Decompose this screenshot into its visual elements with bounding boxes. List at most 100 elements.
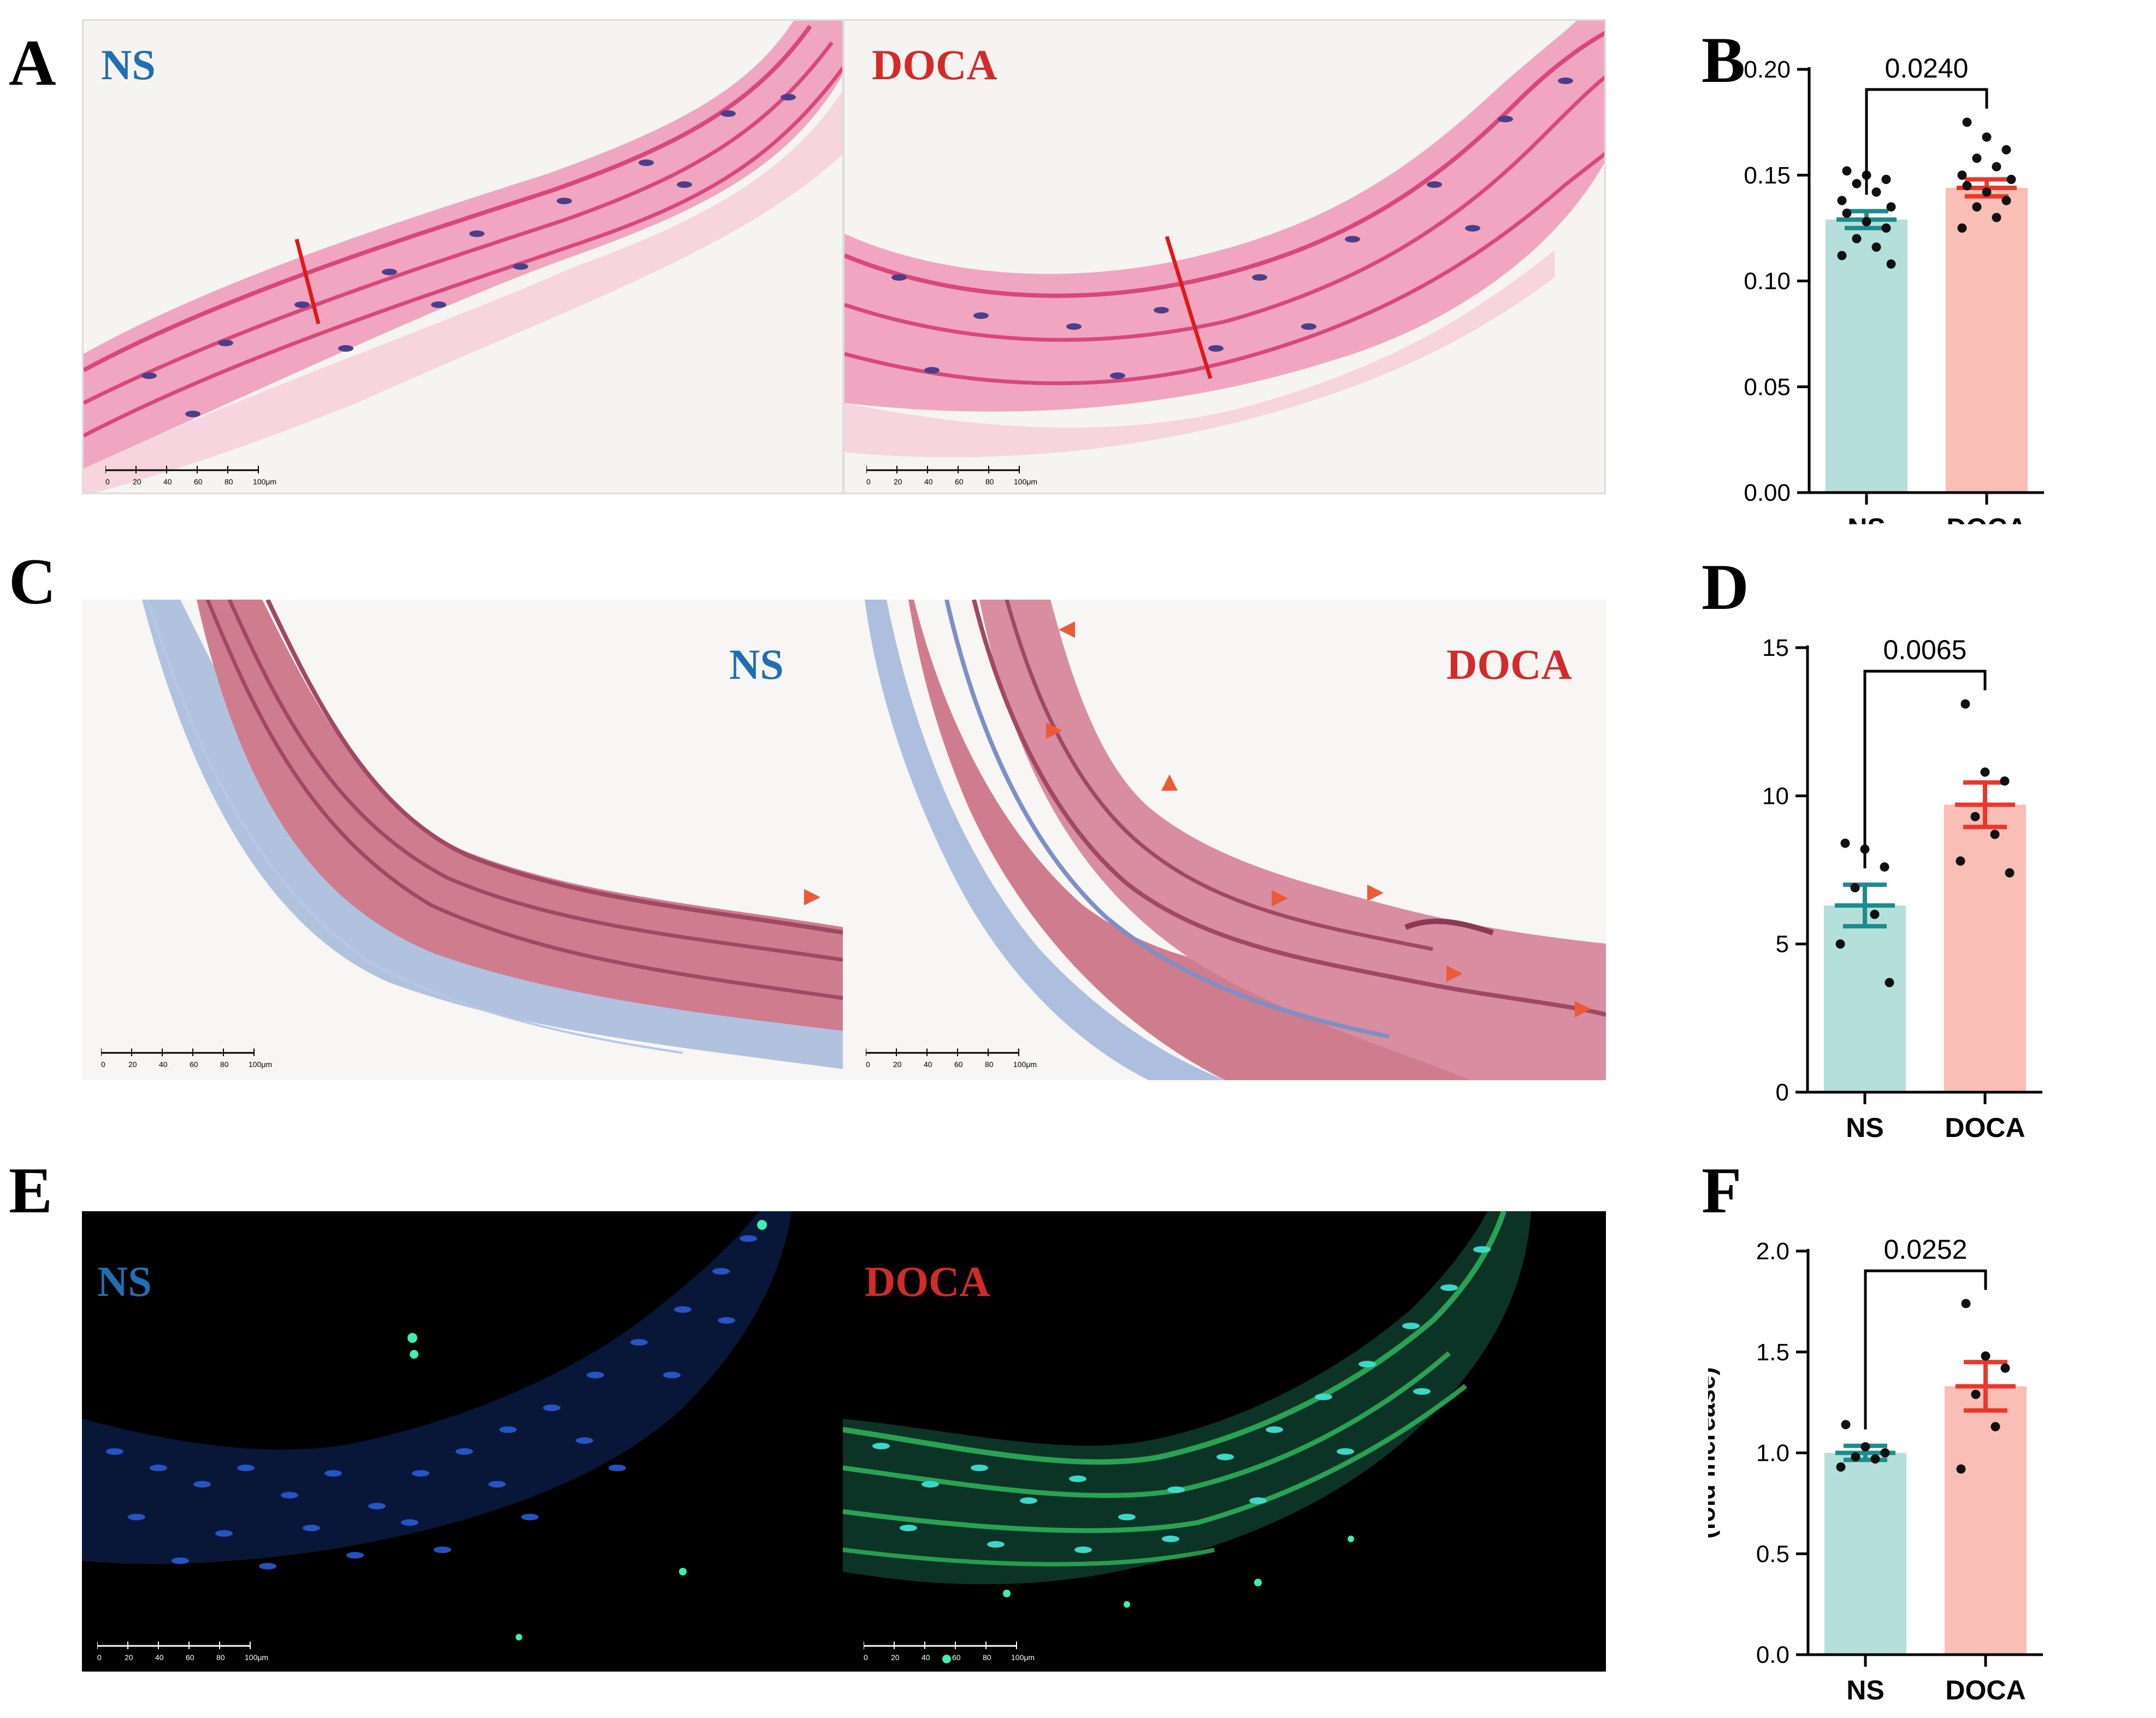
- data-point: [1860, 1442, 1870, 1452]
- data-point: [1837, 196, 1847, 205]
- data-point: [1881, 175, 1891, 184]
- data-point: [1961, 1299, 1971, 1308]
- y-tick-label: 0.20: [1744, 56, 1791, 83]
- data-point: [1886, 259, 1896, 269]
- he-doca-micrograph: DOCA 0 20 40 60 80 100μm: [843, 19, 1606, 494]
- data-point: [1992, 212, 2001, 222]
- scale-tick: 60: [194, 477, 203, 486]
- scale-tick: 40: [924, 1060, 932, 1069]
- scale-tick: 60: [955, 477, 964, 486]
- bar-ns: [1824, 905, 1906, 1092]
- data-point: [1972, 153, 1982, 163]
- panel-letter-b: B: [1702, 23, 1746, 96]
- data-point: [1990, 1421, 2000, 1431]
- fluo-ns-scale-bar: 0 20 40 60 80 100μm: [97, 1642, 268, 1662]
- y-axis-label: Fluorescence intensity(fold increase): [1708, 1317, 1720, 1589]
- data-point: [1880, 862, 1889, 872]
- fluo-doca-micrograph: DOCA 0 20 40 60 80 100μm: [843, 1211, 1606, 1672]
- p-value-label: 0.0065: [1883, 635, 1967, 665]
- scale-tick: 60: [952, 1653, 961, 1662]
- data-point: [1956, 856, 1965, 866]
- y-tick-label: 0.0: [1756, 1642, 1789, 1668]
- y-tick-label: 0.00: [1744, 479, 1791, 506]
- scale-tick: 60: [954, 1060, 963, 1069]
- he-doca-tissue-drawing: [844, 21, 1604, 458]
- scale-tick: 80: [985, 1060, 994, 1069]
- scale-tick: 40: [155, 1653, 164, 1662]
- data-point: [2006, 175, 2016, 184]
- scale-tick: 0: [866, 477, 871, 486]
- significance-bracket: [1865, 88, 1988, 195]
- scale-tick: 40: [159, 1060, 168, 1069]
- scale-tick: 0: [101, 1060, 105, 1069]
- scale-tick: 80: [983, 1653, 991, 1662]
- data-point: [1842, 166, 1852, 176]
- data-point: [1972, 202, 1982, 212]
- he-ns-tissue-drawing: [84, 21, 842, 493]
- scale-tick: 100μm: [1014, 477, 1037, 486]
- scale-tick: 60: [186, 1653, 194, 1662]
- data-point: [2001, 196, 2011, 205]
- chart-b-wd-id: 0.000.050.100.150.20NSDOCAWD/ID0.0240: [1744, 53, 2044, 524]
- y-tick-label: 5: [1776, 931, 1789, 958]
- y-tick-label: 10: [1762, 783, 1789, 809]
- data-point: [1842, 209, 1852, 218]
- scale-tick: 0: [866, 1060, 870, 1069]
- data-point: [1971, 1389, 1981, 1399]
- data-point: [2005, 868, 2015, 878]
- data-point: [1871, 242, 1881, 252]
- scale-tick: 20: [128, 1060, 137, 1069]
- bar-doca: [1946, 188, 2028, 493]
- chart-f-fluorescence: 0.0 0.5 1.0 1.5 2.0 NS DOCA Fluorescence intens…: [1708, 1234, 2043, 1705]
- data-point: [1880, 1448, 1890, 1458]
- data-point: [1836, 1462, 1846, 1472]
- data-point: [1885, 978, 1894, 987]
- chart-d-fa-percent: 051015NSDOCAFA%0.0065: [1762, 635, 2042, 1143]
- data-point: [1852, 179, 1862, 188]
- bar-doca: [1944, 804, 2026, 1092]
- error-bar-ns: [1835, 882, 1895, 929]
- fluo-doca-scale-bar: 0 20 40 60 80 100μm: [864, 1642, 1035, 1662]
- mt-doca-label: DOCA: [1446, 641, 1572, 688]
- scale-tick: 100μm: [249, 1060, 272, 1069]
- he-doca-scale-bar: 0 20 40 60 80 100μm: [866, 466, 1037, 486]
- data-point: [1835, 939, 1845, 949]
- panel-letter-c: C: [9, 545, 56, 618]
- bar-ns: [1824, 1453, 1906, 1655]
- fluo-ns-micrograph: NS 0 20 40 60 80 100μm: [82, 1211, 844, 1672]
- data-point: [1852, 234, 1862, 244]
- scale-tick: 20: [894, 477, 902, 486]
- data-point: [1962, 117, 1972, 127]
- mt-doca-micrograph: DOCA 0 20 40 60 80 100μm: [843, 600, 1606, 1080]
- data-point: [1982, 132, 1992, 142]
- y-tick-label: 1.0: [1756, 1440, 1789, 1467]
- fluo-ns-tissue-drawing: [82, 1211, 792, 1640]
- fluo-doca-nuclei: [872, 1246, 1491, 1553]
- mt-ns-scale-bar: 0 20 40 60 80 100μm: [101, 1048, 272, 1069]
- panel-letter-a: A: [9, 26, 56, 99]
- bar-doca: [1945, 1386, 2027, 1655]
- error-bar-doca: [1956, 1360, 2016, 1413]
- scale-tick: 100μm: [1011, 1653, 1035, 1662]
- data-point: [1980, 767, 1990, 777]
- y-tick-label: 15: [1762, 635, 1789, 661]
- scale-tick: 0: [105, 477, 110, 486]
- data-point: [1886, 202, 1896, 212]
- y-tick-label: 0: [1776, 1079, 1789, 1106]
- scale-tick: 80: [220, 1060, 229, 1069]
- scale-tick: 60: [190, 1060, 198, 1069]
- fluo-ns-nuclei: [106, 1235, 757, 1569]
- he-doca-label: DOCA: [872, 41, 997, 88]
- scale-tick: 20: [893, 1060, 902, 1069]
- data-point: [1962, 181, 1972, 191]
- y-tick-label: 0.5: [1756, 1541, 1789, 1567]
- x-tick-label: DOCA: [1945, 1675, 2025, 1705]
- scale-tick: 40: [163, 477, 172, 486]
- data-point: [2001, 145, 2011, 155]
- data-point: [1970, 811, 1980, 821]
- data-point: [1850, 883, 1860, 893]
- data-point: [1956, 1464, 1966, 1474]
- data-point: [1981, 1351, 1990, 1361]
- mt-ns-micrograph: NS 0 20 40 60 80 100μm: [82, 600, 844, 1080]
- scale-tick: 20: [891, 1653, 900, 1662]
